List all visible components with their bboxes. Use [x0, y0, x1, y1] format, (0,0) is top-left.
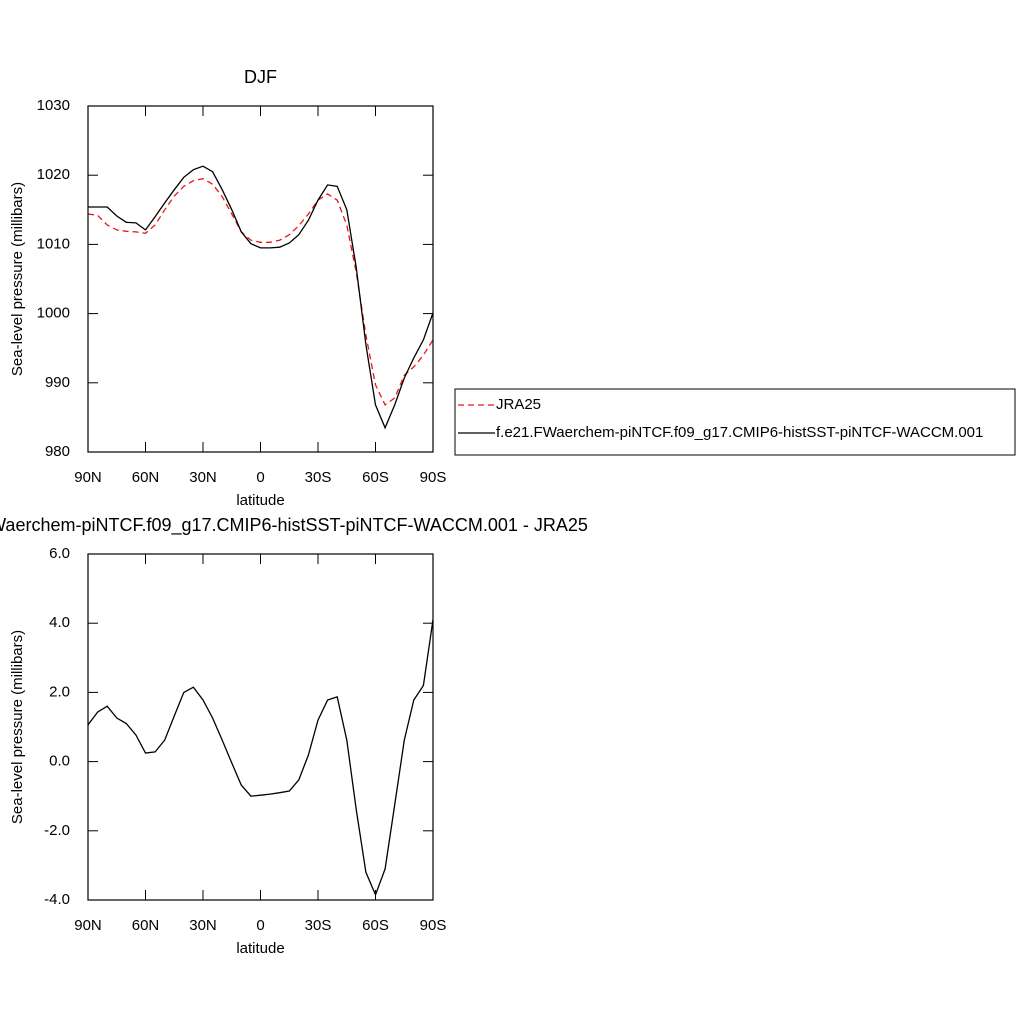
- x-tick-label: 60N: [132, 917, 160, 934]
- x-tick-label: 30S: [305, 469, 332, 486]
- legend-label: JRA25: [496, 396, 541, 413]
- legend-label: f.e21.FWaerchem-piNTCF.f09_g17.CMIP6-his…: [496, 424, 983, 441]
- x-tick-label: 0: [256, 917, 264, 934]
- x-tick-label: 90N: [74, 917, 102, 934]
- chart-title: DJF: [244, 67, 277, 87]
- y-tick-label: 0.0: [49, 753, 70, 770]
- y-axis-label: Sea-level pressure (millibars): [9, 182, 26, 376]
- y-tick-label: 6.0: [49, 545, 70, 562]
- x-tick-label: 30S: [305, 917, 332, 934]
- plot-frame: [87, 553, 434, 901]
- legend-box: [454, 388, 1016, 456]
- series-line: [88, 165, 434, 430]
- plot-frame: [87, 105, 434, 453]
- y-tick-label: 980: [45, 443, 70, 460]
- y-tick-label: 2.0: [49, 683, 70, 700]
- series-line: [87, 619, 434, 897]
- y-tick-label: -2.0: [44, 822, 70, 839]
- y-tick-label: 1030: [37, 97, 70, 114]
- series-line: [87, 178, 434, 406]
- y-tick-label: -4.0: [44, 891, 70, 908]
- x-tick-label: 0: [256, 469, 264, 486]
- x-tick-label: 60S: [362, 469, 389, 486]
- y-axis-label: Sea-level pressure (millibars): [9, 630, 26, 824]
- x-tick-label: 30N: [189, 469, 217, 486]
- y-tick-label: 1000: [37, 305, 70, 322]
- x-tick-label: 90S: [420, 917, 447, 934]
- x-axis-label: latitude: [236, 492, 284, 509]
- x-axis-label: latitude: [236, 940, 284, 957]
- y-tick-label: 1010: [37, 235, 70, 252]
- x-tick-label: 90N: [74, 469, 102, 486]
- y-tick-label: 4.0: [49, 614, 70, 631]
- x-tick-label: 90S: [420, 469, 447, 486]
- y-tick-label: 1020: [37, 166, 70, 183]
- chart-title: f.e21.FWaerchem-piNTCF.f09_g17.CMIP6-his…: [0, 515, 588, 536]
- y-tick-label: 990: [45, 374, 70, 391]
- x-tick-label: 30N: [189, 917, 217, 934]
- x-tick-label: 60S: [362, 917, 389, 934]
- x-tick-label: 60N: [132, 469, 160, 486]
